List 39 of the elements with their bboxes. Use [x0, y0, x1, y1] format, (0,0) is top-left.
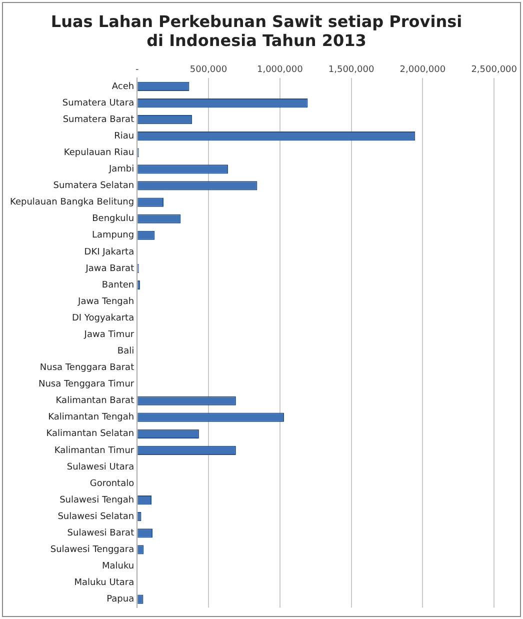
- y-tick-label: Aceh: [112, 82, 134, 92]
- y-tick-label: Kalimantan Selatan: [46, 429, 134, 440]
- y-tick-label: Papua: [106, 594, 134, 605]
- y-tick-label: Jawa Barat: [84, 264, 135, 274]
- x-tick-label: 1,000,000: [256, 65, 304, 76]
- y-tick-label: Bengkulu: [92, 214, 134, 224]
- y-tick-label: Jawa Timur: [83, 330, 134, 340]
- y-tick-label: Sumatera Utara: [62, 98, 134, 108]
- chart-title: Luas Lahan Perkebunan Sawit setiap Provinsi di Indonesia Tahun 2013: [50, 12, 462, 50]
- x-tick-label: -: [135, 65, 139, 76]
- x-tick-label: 500,000: [190, 65, 228, 76]
- x-tick-label: 2,500,000: [471, 65, 518, 76]
- y-tick-label: Nusa Tenggara Timur: [38, 380, 134, 390]
- y-tick-label: Bali: [117, 346, 134, 357]
- y-tick-label: Sulawesi Utara: [66, 462, 134, 472]
- y-tick-label: Sumatera Barat: [62, 114, 135, 125]
- y-tick-label: Kalimantan Barat: [56, 396, 135, 406]
- y-tick-label: Sulawesi Tengah: [60, 495, 134, 506]
- y-tick-label: Jawa Tengah: [77, 296, 134, 307]
- y-tick-label: Kalimantan Tengah: [48, 412, 134, 423]
- y-tick-label: Maluku: [102, 562, 134, 572]
- y-tick-label: Maluku Utara: [74, 578, 134, 588]
- y-tick-label: Gorontalo: [90, 478, 135, 489]
- y-tick-label: DKI Jakarta: [84, 247, 134, 258]
- y-tick-label: DI Yogyakarta: [72, 313, 134, 324]
- y-tick-label: Kalimantan Timur: [54, 446, 134, 456]
- y-tick-label: Sulawesi Tenggara: [50, 545, 134, 556]
- y-tick-label: Riau: [114, 131, 134, 142]
- x-tick-label: 2,000,000: [400, 65, 446, 76]
- y-tick-label: Lampung: [92, 230, 134, 241]
- y-tick-label: Sulawesi Barat: [67, 528, 135, 538]
- y-tick-label: Jambi: [108, 164, 134, 175]
- y-tick-label: Kepulauan Riau: [64, 148, 134, 158]
- y-tick-label: Sumatera Selatan: [53, 181, 134, 192]
- y-tick-label: Kepulauan Bangka Belitung: [10, 198, 134, 208]
- y-tick-label: Banten: [102, 280, 134, 290]
- x-tick-label: 1,500,000: [328, 65, 374, 76]
- y-tick-label: Sulawesi Selatan: [58, 512, 134, 522]
- y-tick-label: Nusa Tenggara Barat: [40, 363, 135, 374]
